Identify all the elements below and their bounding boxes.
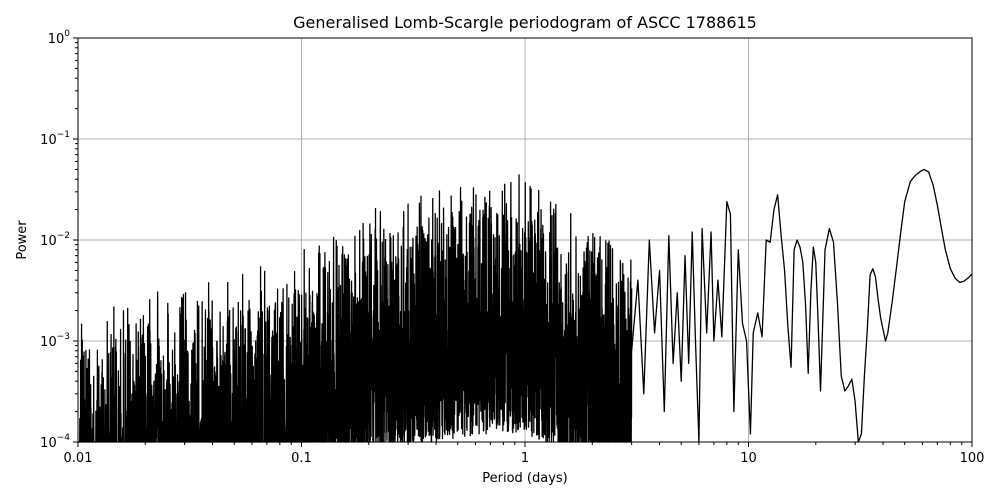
y-tick-label: 10−3 — [40, 332, 70, 350]
x-tick-label: 0.01 — [64, 451, 93, 466]
x-tick-label: 100 — [960, 451, 985, 466]
x-tick-label: 0.1 — [291, 451, 312, 466]
y-tick-label: 10−1 — [40, 130, 70, 148]
x-tick-label: 1 — [521, 451, 529, 466]
x-axis-label: Period (days) — [482, 471, 568, 486]
tick-layer: 0.01 0.1 1 10 100 10−4 10−3 10−2 10−1 100 — [40, 29, 984, 466]
x-tick-label: 10 — [740, 451, 757, 466]
y-tick-label: 10−2 — [40, 231, 70, 249]
y-tick-label: 10−4 — [40, 433, 70, 451]
y-tick-label: 100 — [48, 29, 71, 47]
chart-title: Generalised Lomb-Scargle periodogram of … — [293, 13, 757, 32]
y-axis-label: Power — [15, 220, 30, 260]
